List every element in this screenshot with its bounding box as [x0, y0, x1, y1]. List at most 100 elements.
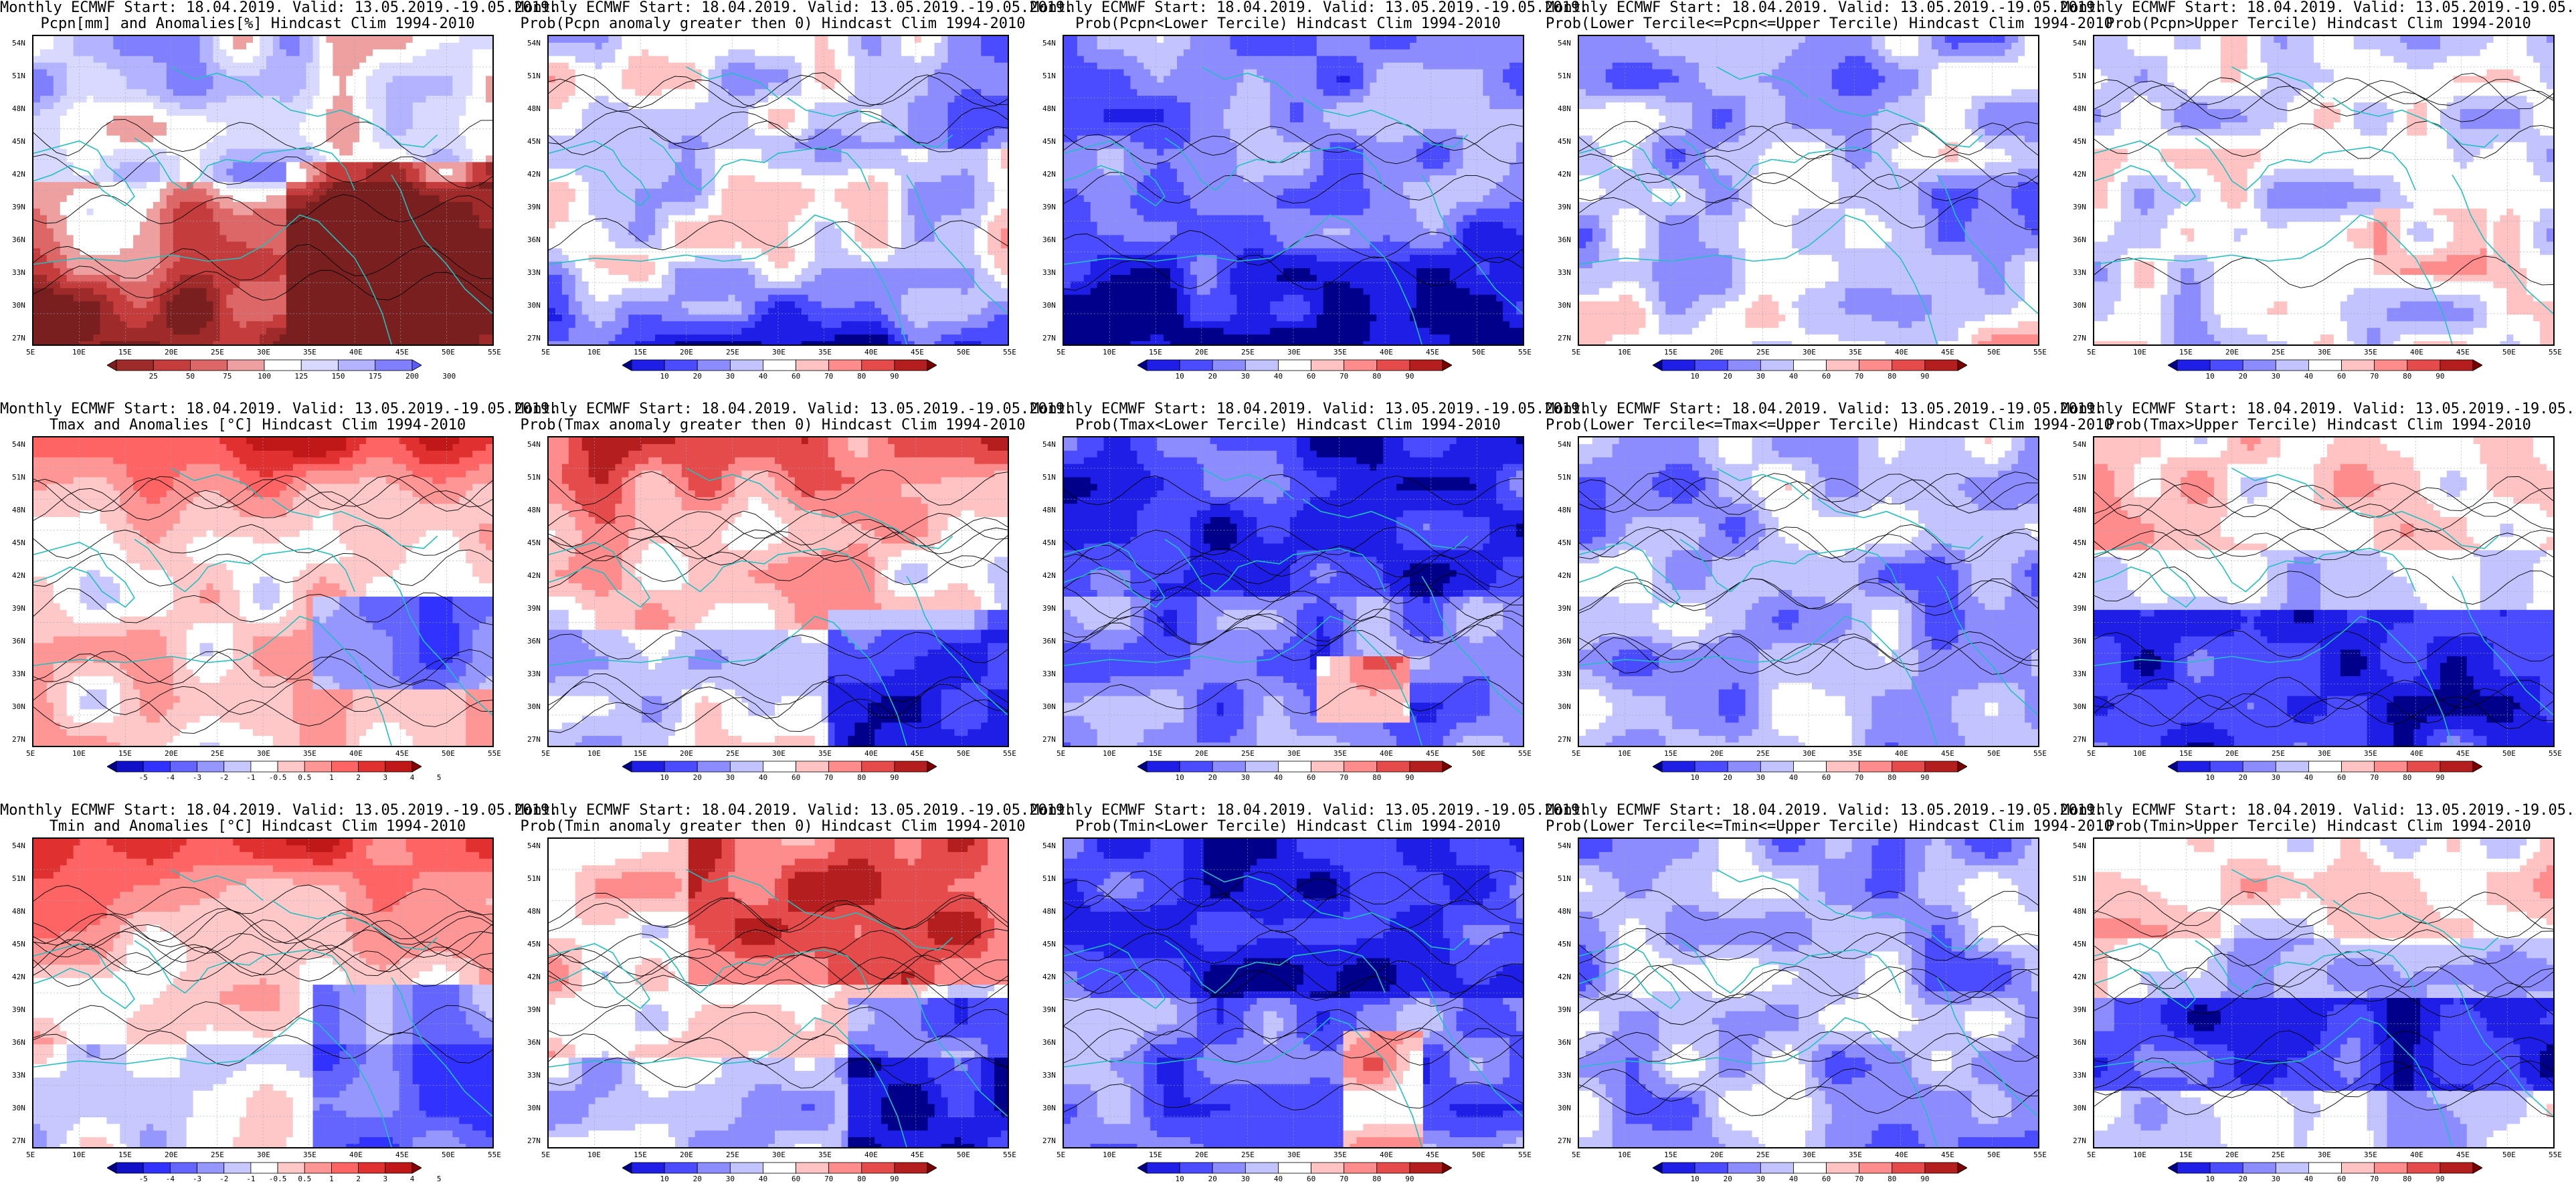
colorbar-tick-label: 10 [1176, 372, 1184, 381]
colorbar-swatch [1409, 359, 1443, 371]
colorbar-tick-label: 25 [149, 372, 158, 381]
lon-label: 45E [911, 1150, 924, 1159]
colorbar-tick-label: 90 [2435, 773, 2444, 782]
lat-label: 30N [527, 702, 541, 711]
colorbar-swatch [1793, 359, 1827, 371]
lat-label: 30N [12, 301, 25, 310]
lon-label: 20E [1195, 1150, 1208, 1159]
lon-label: 10E [72, 348, 86, 357]
colorbar-tick-label: 125 [294, 372, 308, 381]
colorbar-swatch [2209, 1162, 2243, 1174]
map-panel-tmax-3: Monthly ECMWF Start: 18.04.2019. Valid: … [1030, 401, 1588, 803]
lat-label: 30N [1558, 301, 1571, 310]
map-plot [547, 837, 1009, 1148]
lon-label: 10E [1618, 348, 1631, 357]
colorbar-tick-label: 40 [1789, 1175, 1798, 1183]
lat-label: 48N [1042, 506, 1056, 514]
lon-label: 40E [2410, 749, 2423, 758]
map-field [2094, 839, 2553, 1147]
lon-label: 15E [1664, 749, 1677, 758]
lon-label: 5E [2087, 1150, 2096, 1159]
lon-label: 20E [680, 749, 693, 758]
lat-label: 27N [527, 334, 541, 342]
lat-label: 39N [1042, 1005, 1056, 1014]
colorbar-tick-label: 70 [2370, 1175, 2379, 1183]
map-plot [2093, 436, 2555, 747]
lon-label: 45E [395, 1150, 409, 1159]
colorbar-tick-label: 40 [1274, 1175, 1283, 1183]
colorbar-tick-label: 30 [2272, 372, 2280, 381]
colorbar-tick-label: 60 [2337, 372, 2346, 381]
lat-label: 45N [2073, 538, 2086, 547]
lat-label: 33N [1042, 268, 1056, 277]
colorbar-min-extend [1137, 1162, 1147, 1174]
lon-label: 5E [26, 1150, 35, 1159]
colorbar-swatch [1924, 1162, 1958, 1174]
lon-label: 10E [1103, 1150, 1116, 1159]
colorbar-swatch [1245, 1162, 1279, 1174]
contour-lines [1064, 474, 1523, 714]
panel-title-line2: Prob(Tmax anomaly greater then 0) Hindca… [515, 417, 1030, 433]
lat-label: 42N [1042, 170, 1056, 179]
colorbar-swatch [304, 761, 332, 773]
lon-label: 40E [1895, 749, 1908, 758]
lat-label: 27N [1558, 1136, 1571, 1145]
coastline [549, 468, 1008, 746]
contour-lines [1064, 870, 1523, 1112]
lat-label: 48N [1558, 506, 1571, 514]
colorbar-swatch [1826, 761, 1860, 773]
colorbar-swatch [1146, 359, 1180, 371]
lat-label: 27N [2073, 735, 2086, 744]
colorbar [106, 1162, 422, 1174]
lon-label: 5E [26, 348, 35, 357]
lon-label: 20E [165, 749, 178, 758]
colorbar-tick-label: 40 [759, 372, 767, 381]
panel-title-line2: Tmax and Anomalies [°C] Hindcast Clim 19… [0, 417, 515, 433]
colorbar-tick-label: 100 [258, 372, 271, 381]
panel-title-line1: Monthly ECMWF Start: 18.04.2019. Valid: … [515, 0, 1073, 16]
lon-label: 10E [1618, 749, 1631, 758]
colorbar-swatch [1376, 761, 1410, 773]
lon-label: 15E [2179, 1150, 2193, 1159]
colorbar-swatch [1727, 359, 1761, 371]
colorbar-swatch [631, 359, 665, 371]
coastline [549, 869, 1008, 1147]
lat-label: 54N [2073, 841, 2086, 850]
map-panel-tmax-1: Monthly ECMWF Start: 18.04.2019. Valid: … [0, 401, 558, 803]
lat-label: 33N [2073, 1071, 2086, 1080]
colorbar-tick-label: 30 [2272, 1175, 2280, 1183]
lon-label: 30E [1287, 348, 1301, 357]
lon-label: 30E [1803, 749, 1816, 758]
colorbar-swatch [1278, 761, 1311, 773]
lat-label: 45N [527, 940, 541, 948]
colorbar-swatch [1278, 1162, 1311, 1174]
colorbar-swatch [2407, 1162, 2441, 1174]
map-panel-pcpn-5: Monthly ECMWF Start: 18.04.2019. Valid: … [2061, 0, 2576, 401]
lon-label: 50E [957, 348, 970, 357]
colorbar-tick-label: 80 [1372, 372, 1381, 381]
colorbar-swatch [2308, 359, 2342, 371]
colorbar-tick-label: 90 [1405, 1175, 1414, 1183]
colorbar-swatch [143, 761, 171, 773]
colorbar-tick-label: 2 [356, 773, 361, 782]
colorbar-min-extend [1652, 1162, 1663, 1174]
contour-lines [33, 884, 492, 1066]
lat-label: 27N [1042, 334, 1056, 342]
colorbar-tick-label: 80 [857, 372, 866, 381]
lat-label: 54N [12, 440, 25, 449]
map-panel-tmin-5: Monthly ECMWF Start: 18.04.2019. Valid: … [2061, 803, 2576, 1204]
colorbar-swatch [277, 761, 305, 773]
colorbar-swatch [1694, 761, 1728, 773]
lat-label: 33N [1558, 670, 1571, 678]
colorbar-swatch [894, 359, 928, 371]
lat-label: 33N [12, 268, 25, 277]
contour-lines [1579, 121, 2038, 230]
panel-title-line2: Tmin and Anomalies [°C] Hindcast Clim 19… [0, 819, 515, 835]
colorbar-tick-label: 30 [726, 372, 735, 381]
lon-label: 30E [257, 348, 270, 357]
colorbar-max-extend [1442, 1162, 1453, 1174]
lon-label: 55E [2549, 1150, 2562, 1159]
colorbar-swatch [697, 761, 731, 773]
colorbar-tick-label: 20 [1208, 372, 1217, 381]
colorbar-swatch [331, 761, 359, 773]
